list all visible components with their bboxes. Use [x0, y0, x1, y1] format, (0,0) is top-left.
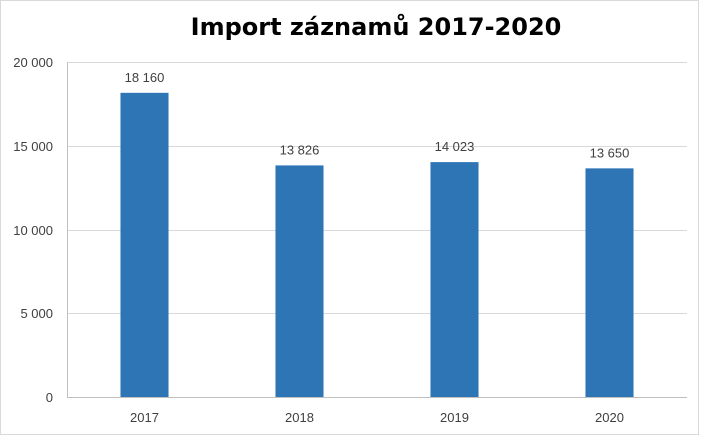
bar-2018 [275, 165, 324, 397]
bar-2017 [120, 92, 169, 397]
data-label: 13 650 [590, 145, 630, 160]
y-tick-label: 5 000 [20, 306, 53, 321]
y-tick-label: 0 [46, 390, 53, 405]
chart-title: Import záznamů 2017-2020 [190, 13, 562, 41]
y-tick-label: 15 000 [13, 139, 53, 154]
data-label: 18 160 [125, 70, 165, 85]
y-tick-label: 20 000 [13, 55, 53, 70]
x-tick-label: 2017 [130, 410, 159, 425]
x-tick-label: 2020 [595, 410, 624, 425]
data-label: 13 826 [280, 142, 320, 157]
y-tick-label: 10 000 [13, 223, 53, 238]
bar-2019 [430, 162, 479, 397]
x-tick-label: 2019 [440, 410, 469, 425]
bar-2020 [585, 168, 634, 397]
data-label: 14 023 [435, 139, 475, 154]
x-tick-label: 2018 [285, 410, 314, 425]
